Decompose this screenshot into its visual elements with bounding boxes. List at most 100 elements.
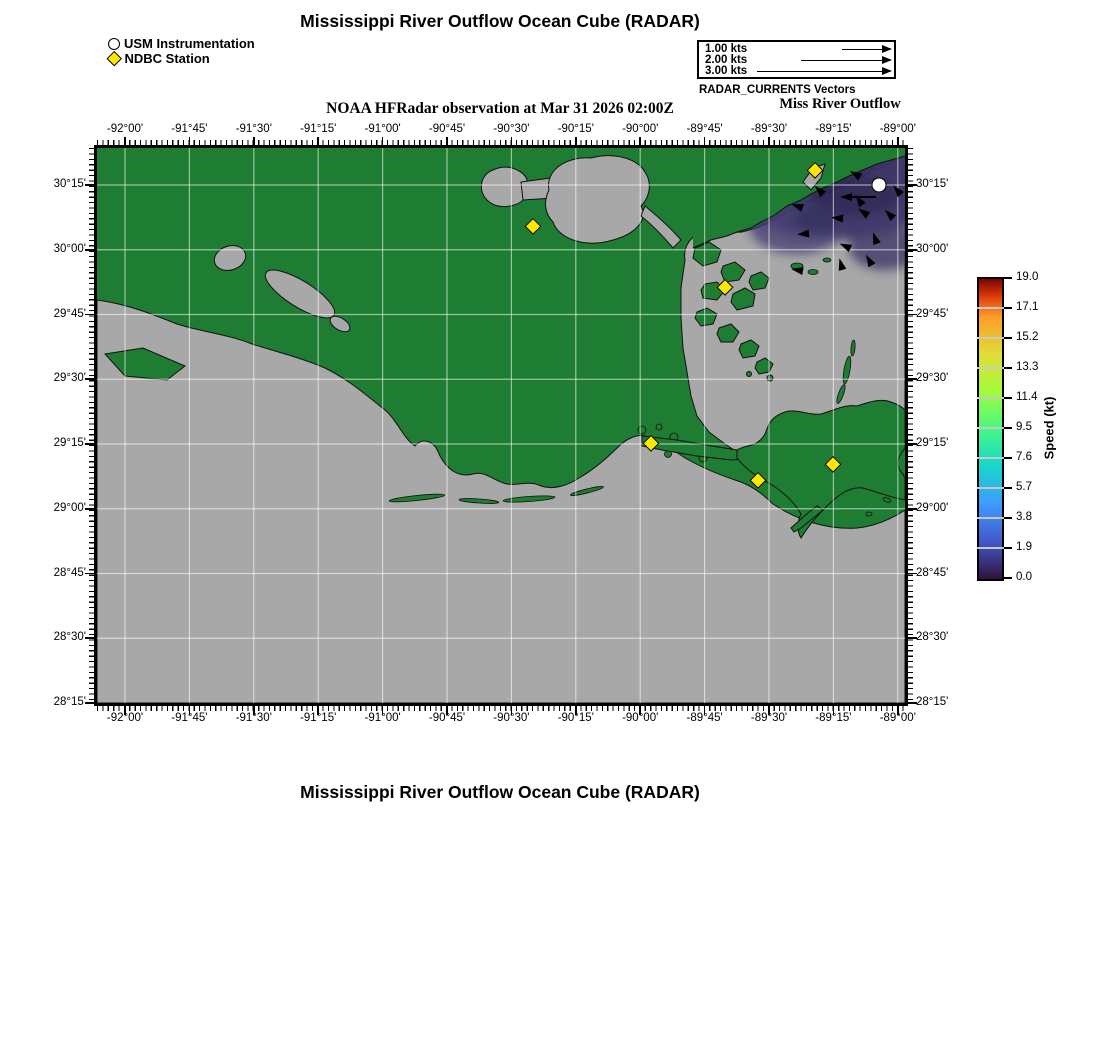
- vector-scale-box: 1.00 kts 2.00 kts 3.00 kts: [697, 40, 896, 79]
- axis-label-lon: -90°15': [557, 123, 594, 135]
- major-tick: [85, 248, 94, 251]
- axis-label-lat: 30°15': [916, 178, 949, 190]
- major-tick: [510, 137, 513, 146]
- chandeleur-islands: [790, 257, 856, 404]
- vector-scale-row: 2.00 kts: [699, 54, 894, 66]
- ms-mainland: [693, 148, 905, 248]
- usm-circle-icon: [108, 37, 120, 50]
- major-tick: [446, 706, 448, 715]
- vector-scale-row: 1.00 kts: [699, 43, 894, 55]
- colorbar-gridline: [977, 307, 1004, 309]
- axis-label-lon: -91°30': [235, 712, 272, 724]
- axis-label-lat: 29°15': [916, 437, 949, 449]
- colorbar-gridline: [977, 397, 1004, 399]
- major-tick: [896, 706, 899, 715]
- legend-label-usm: USM Instrumentation: [124, 36, 255, 51]
- axis-label-lat: 29°30': [53, 372, 86, 385]
- major-tick: [703, 137, 706, 146]
- axis-label-lon: -90°00': [622, 712, 659, 724]
- major-tick: [908, 702, 917, 704]
- major-tick: [317, 706, 320, 715]
- colorbar-gridline: [977, 457, 1004, 459]
- major-tick: [381, 706, 384, 715]
- axis-label-lon: -91°30': [235, 123, 272, 135]
- usm-vector-arrow-icon: [840, 193, 852, 201]
- major-tick: [85, 313, 94, 316]
- axis-label-lat: 30°00': [916, 242, 949, 255]
- axis-label-lon: -90°45': [428, 712, 466, 724]
- colorbar-tick-label: 3.8: [1016, 511, 1032, 523]
- axis-label-lat: 28°45': [53, 566, 86, 579]
- major-tick: [446, 137, 448, 146]
- vector-scale-label: 1.00 kts: [705, 43, 748, 55]
- vector-scale-arrow-icon: [882, 55, 892, 64]
- major-tick: [252, 137, 255, 146]
- axis-label-lon: -91°15': [300, 712, 337, 724]
- major-tick: [908, 507, 917, 510]
- major-tick: [908, 637, 917, 640]
- graticule: [97, 148, 905, 703]
- axis-label-lon: -91°00': [364, 123, 401, 135]
- major-tick: [768, 706, 770, 715]
- vector-scale-line: [801, 60, 882, 62]
- vector-scale-arrow-icon: [882, 44, 892, 53]
- axis-label-lon: -89°00': [879, 123, 916, 135]
- colorbar-tick-label: 15.2: [1016, 331, 1039, 343]
- colorbar-gridline: [977, 547, 1004, 549]
- major-tick: [908, 184, 917, 186]
- major-tick: [908, 572, 917, 575]
- axis-label-lat: 29°00': [916, 501, 949, 514]
- colorbar-tick-label: 5.7: [1016, 481, 1032, 493]
- lake-west-2: [264, 269, 336, 319]
- axis-label-lat: 29°15': [53, 437, 86, 449]
- major-tick: [85, 378, 94, 381]
- axis-label-lon: -90°30': [493, 123, 530, 135]
- vector-scale-label: 3.00 kts: [705, 65, 748, 77]
- axis-label-lat: 29°30': [916, 372, 949, 385]
- axis-label-lon: -91°45': [171, 123, 208, 135]
- axis-label-lat: 28°30': [916, 631, 949, 644]
- major-tick: [85, 443, 94, 445]
- region-label: Miss River Outflow: [779, 96, 901, 112]
- vector-legend-caption: RADAR_CURRENTS Vectors: [699, 84, 856, 96]
- current-arrow-icon: [796, 229, 810, 239]
- map-subtitle: NOAA HFRadar observation at Mar 31 2026 …: [326, 100, 674, 117]
- major-tick: [832, 706, 835, 715]
- colorbar-gridline: [977, 487, 1004, 489]
- colorbar-tick: [1004, 487, 1012, 489]
- major-tick: [85, 572, 94, 575]
- vector-scale-row: 3.00 kts: [699, 65, 894, 77]
- axis-ticks-top: [97, 140, 905, 145]
- colorbar-tick-label: 13.3: [1016, 361, 1039, 373]
- legend-item-usm: USM Instrumentation: [108, 36, 255, 51]
- major-tick: [574, 137, 577, 146]
- major-tick: [639, 706, 642, 715]
- axis-label-lon: -89°00': [879, 712, 916, 724]
- axis-label-lon: -90°15': [557, 712, 594, 724]
- major-tick: [124, 137, 126, 146]
- legend-label-ndbc: NDBC Station: [124, 51, 210, 66]
- colorbar-tick: [1004, 307, 1012, 309]
- axis-label-lat: 29°45': [916, 307, 949, 320]
- current-arrow-icon: [830, 213, 844, 223]
- lake-west-1: [213, 245, 247, 271]
- axis-label-lon: -89°15': [815, 712, 852, 724]
- axis-label-lon: -89°30': [750, 712, 788, 724]
- delta-spit: [790, 505, 824, 533]
- axis-label-lon: -92°00': [106, 712, 144, 724]
- colorbar-tick-label: 1.9: [1016, 541, 1032, 553]
- major-tick: [908, 443, 917, 445]
- axis-label-lon: -89°45': [686, 712, 723, 724]
- major-tick: [510, 706, 513, 715]
- colorbar-tick-label: 17.1: [1016, 301, 1039, 313]
- major-tick: [639, 137, 642, 146]
- lake-pontchartrain: [545, 155, 650, 244]
- axis-label-lat: 29°45': [53, 307, 86, 320]
- colorbar-gridline: [977, 337, 1004, 339]
- axis-label-lat: 30°00': [53, 242, 86, 255]
- axis-label-lat: 28°30': [53, 631, 86, 644]
- gulf-water: [97, 299, 905, 703]
- major-tick: [85, 637, 94, 640]
- colorbar-tick: [1004, 517, 1012, 519]
- axis-label-lon: -89°30': [750, 123, 788, 135]
